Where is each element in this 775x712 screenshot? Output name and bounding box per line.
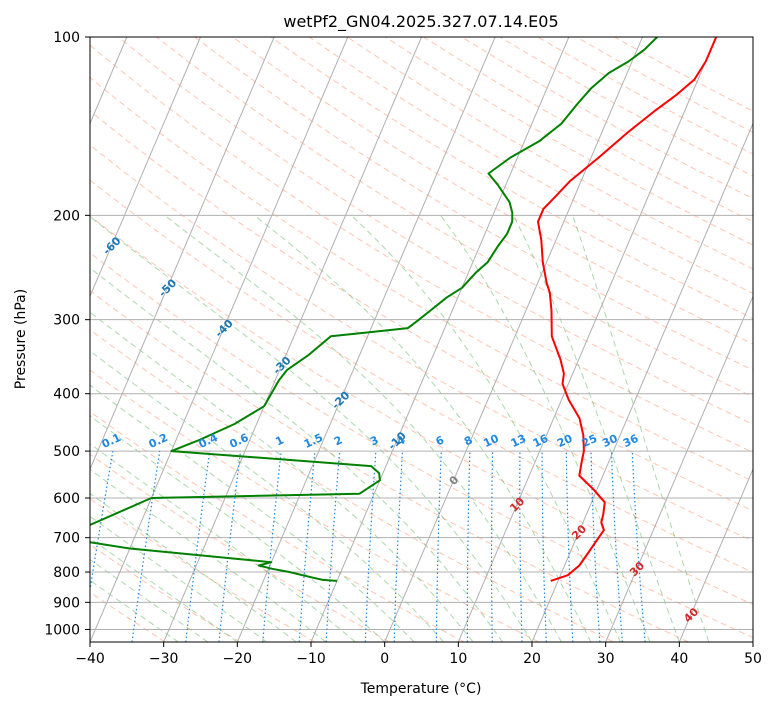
x-tick-label: −30 <box>149 651 179 667</box>
y-tick-label: 600 <box>53 491 80 507</box>
y-tick-label: 1000 <box>44 622 80 638</box>
y-tick-label: 100 <box>53 30 80 46</box>
y-tick-label: 400 <box>53 387 80 403</box>
y-tick-label: 900 <box>53 595 80 611</box>
y-tick-label: 700 <box>53 531 80 547</box>
x-tick-label: 40 <box>670 651 688 667</box>
y-tick-label: 800 <box>53 565 80 581</box>
x-tick-label: 30 <box>597 651 615 667</box>
y-tick-label: 500 <box>53 444 80 460</box>
x-tick-label: 0 <box>380 651 389 667</box>
y-axis-label: Pressure (hPa) <box>13 289 29 389</box>
x-tick-label: 10 <box>449 651 467 667</box>
chart-title: wetPf2_GN04.2025.327.07.14.E05 <box>283 12 558 32</box>
x-tick-label: −10 <box>296 651 326 667</box>
x-tick-label: −40 <box>75 651 105 667</box>
x-tick-label: 20 <box>523 651 541 667</box>
y-tick-label: 300 <box>53 313 80 329</box>
x-tick-label: −20 <box>223 651 253 667</box>
x-axis-label: Temperature (°C) <box>360 681 482 697</box>
x-tick-label: 50 <box>744 651 762 667</box>
y-tick-label: 200 <box>53 208 80 224</box>
